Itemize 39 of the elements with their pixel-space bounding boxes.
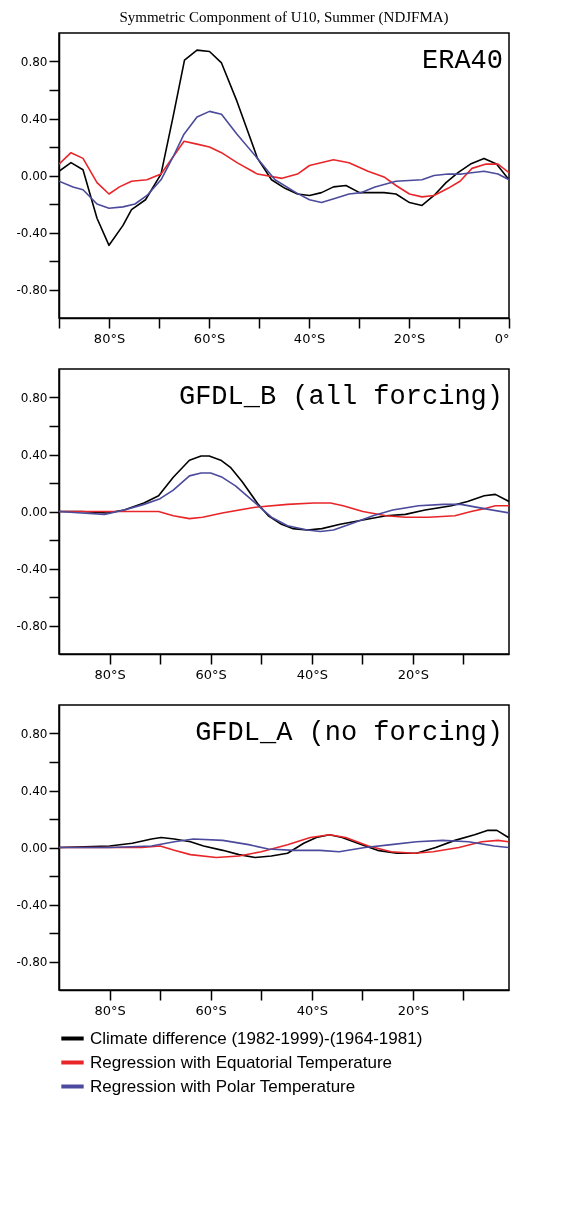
y-tick-label: 0.80: [20, 55, 48, 69]
y-tick-label: 0.40: [20, 784, 48, 798]
legend-label: Climate difference (1982-1999)-(1964-1981): [90, 1028, 423, 1048]
y-tick-label: 0.40: [20, 112, 48, 126]
x-tick-label: 40°S: [296, 1002, 328, 1018]
y-tick-label: -0.80: [16, 283, 48, 297]
x-tick-label: 80°S: [94, 1002, 126, 1018]
y-tick-label: 0.80: [20, 727, 48, 741]
y-tick-label: -0.80: [16, 955, 48, 969]
legend-label: Regression with Polar Temperature: [90, 1076, 356, 1096]
x-tick-label: 60°S: [193, 330, 226, 346]
y-tick-label: -0.80: [16, 619, 48, 633]
chart-title: Symmetric Componment of U10, Summer (NDJFMA): [119, 9, 449, 26]
y-tick-label: 0.40: [20, 448, 48, 462]
annotation: ERA40: [421, 46, 503, 76]
y-tick-label: 0.00: [20, 169, 48, 183]
line-series: [59, 110, 509, 210]
y-tick-label: 0.80: [20, 391, 48, 405]
x-tick-label: 20°S: [397, 666, 430, 682]
y-tick-label: -0.40: [16, 898, 48, 912]
y-tick-label: -0.40: [16, 226, 48, 240]
x-tick-label: 40°S: [293, 330, 326, 346]
line-series: [59, 838, 509, 853]
annotation: GFDL_A (no forcing): [195, 718, 503, 748]
y-tick-label: -0.40: [16, 562, 48, 576]
line-series: [59, 140, 509, 198]
legend-label: Regression with Equatorial Temperature: [90, 1052, 393, 1072]
x-tick-label: 60°S: [195, 666, 227, 682]
x-tick-label: 20°S: [397, 1002, 430, 1018]
annotation: GFDL_B (all forcing): [178, 382, 503, 412]
y-tick-label: 0.00: [20, 505, 48, 519]
x-tick-label: 40°S: [296, 666, 328, 682]
x-tick-label: 0°: [494, 330, 510, 346]
x-tick-label: 60°S: [195, 1002, 227, 1018]
line-series: [59, 472, 509, 533]
x-tick-label: 20°S: [393, 330, 426, 346]
y-tick-label: 0.00: [20, 841, 48, 855]
x-tick-label: 80°S: [94, 666, 126, 682]
x-tick-label: 80°S: [93, 330, 126, 346]
